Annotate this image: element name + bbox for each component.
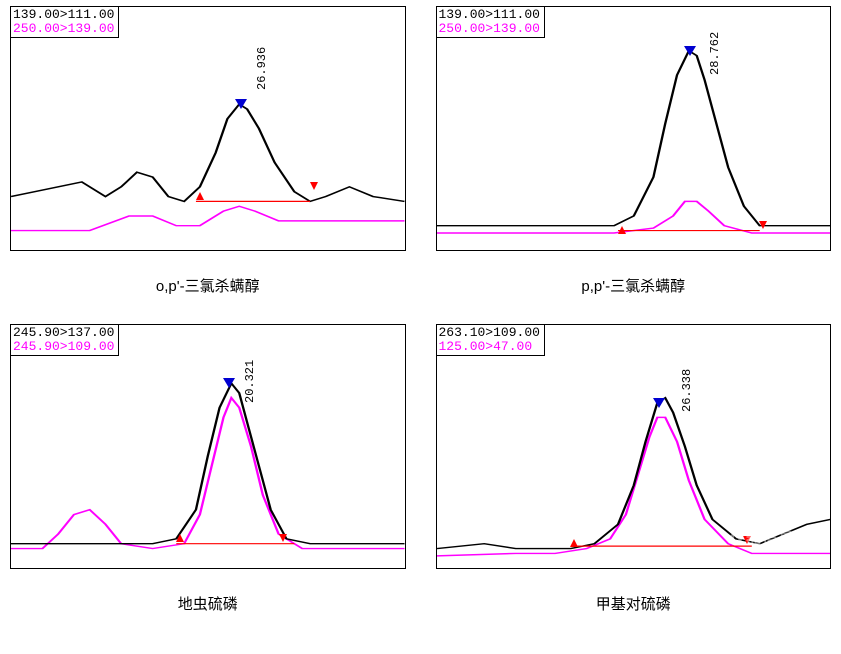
integration-start-arrow-1: [196, 192, 204, 200]
legend-4-line1: 263.10>109.00: [439, 326, 540, 340]
panel-top-right: 139.00>111.00 250.00>139.00 28.762: [436, 6, 832, 251]
caption-1: o,p'-三氯杀螨醇: [10, 261, 406, 314]
legend-2-line1: 139.00>111.00: [439, 8, 540, 22]
peak-label-4: 26.338: [680, 369, 694, 412]
caption-4: 甲基对硫磷: [436, 579, 832, 632]
legend-2-line2: 250.00>139.00: [439, 22, 540, 36]
peak-label-3: 20.321: [243, 360, 257, 403]
caption-3: 地虫硫磷: [10, 579, 406, 632]
integration-end-arrow-1: [310, 182, 318, 190]
legend-3-line1: 245.90>137.00: [13, 326, 114, 340]
legend-1: 139.00>111.00 250.00>139.00: [11, 7, 119, 38]
peak-marker-4: [653, 398, 665, 408]
peak-marker-2: [684, 46, 696, 56]
chart-svg-3: [11, 325, 405, 568]
legend-3-line2: 245.90>109.00: [13, 340, 114, 354]
peak-label-2: 28.762: [708, 32, 722, 75]
panel-top-left: 139.00>111.00 250.00>139.00 26.936: [10, 6, 406, 251]
peak-marker-3: [223, 378, 235, 388]
chart-grid: 139.00>111.00 250.00>139.00 26.936 139.0…: [0, 0, 841, 642]
caption-2: p,p'-三氯杀螨醇: [436, 261, 832, 314]
panel-bottom-left: 245.90>137.00 245.90>109.00 20.321: [10, 324, 406, 569]
integration-end-arrow-4: [743, 536, 751, 544]
integration-start-arrow-3: [176, 534, 184, 542]
legend-2: 139.00>111.00 250.00>139.00: [437, 7, 545, 38]
integration-start-arrow-2: [618, 226, 626, 234]
chart-svg-1: [11, 7, 405, 250]
panel-bottom-right: 263.10>109.00 125.00>47.00 26.338 仪器信息网: [436, 324, 832, 569]
integration-end-arrow-3: [279, 534, 287, 542]
chart-svg-2: [437, 7, 831, 250]
integration-end-arrow-2: [759, 221, 767, 229]
legend-1-line1: 139.00>111.00: [13, 8, 114, 22]
legend-3: 245.90>137.00 245.90>109.00: [11, 325, 119, 356]
integration-start-arrow-4: [570, 539, 578, 547]
peak-marker-1: [235, 99, 247, 109]
chart-svg-4: [437, 325, 831, 568]
peak-label-1: 26.936: [255, 46, 269, 89]
legend-1-line2: 250.00>139.00: [13, 22, 114, 36]
legend-4-line2: 125.00>47.00: [439, 340, 540, 354]
legend-4: 263.10>109.00 125.00>47.00: [437, 325, 545, 356]
